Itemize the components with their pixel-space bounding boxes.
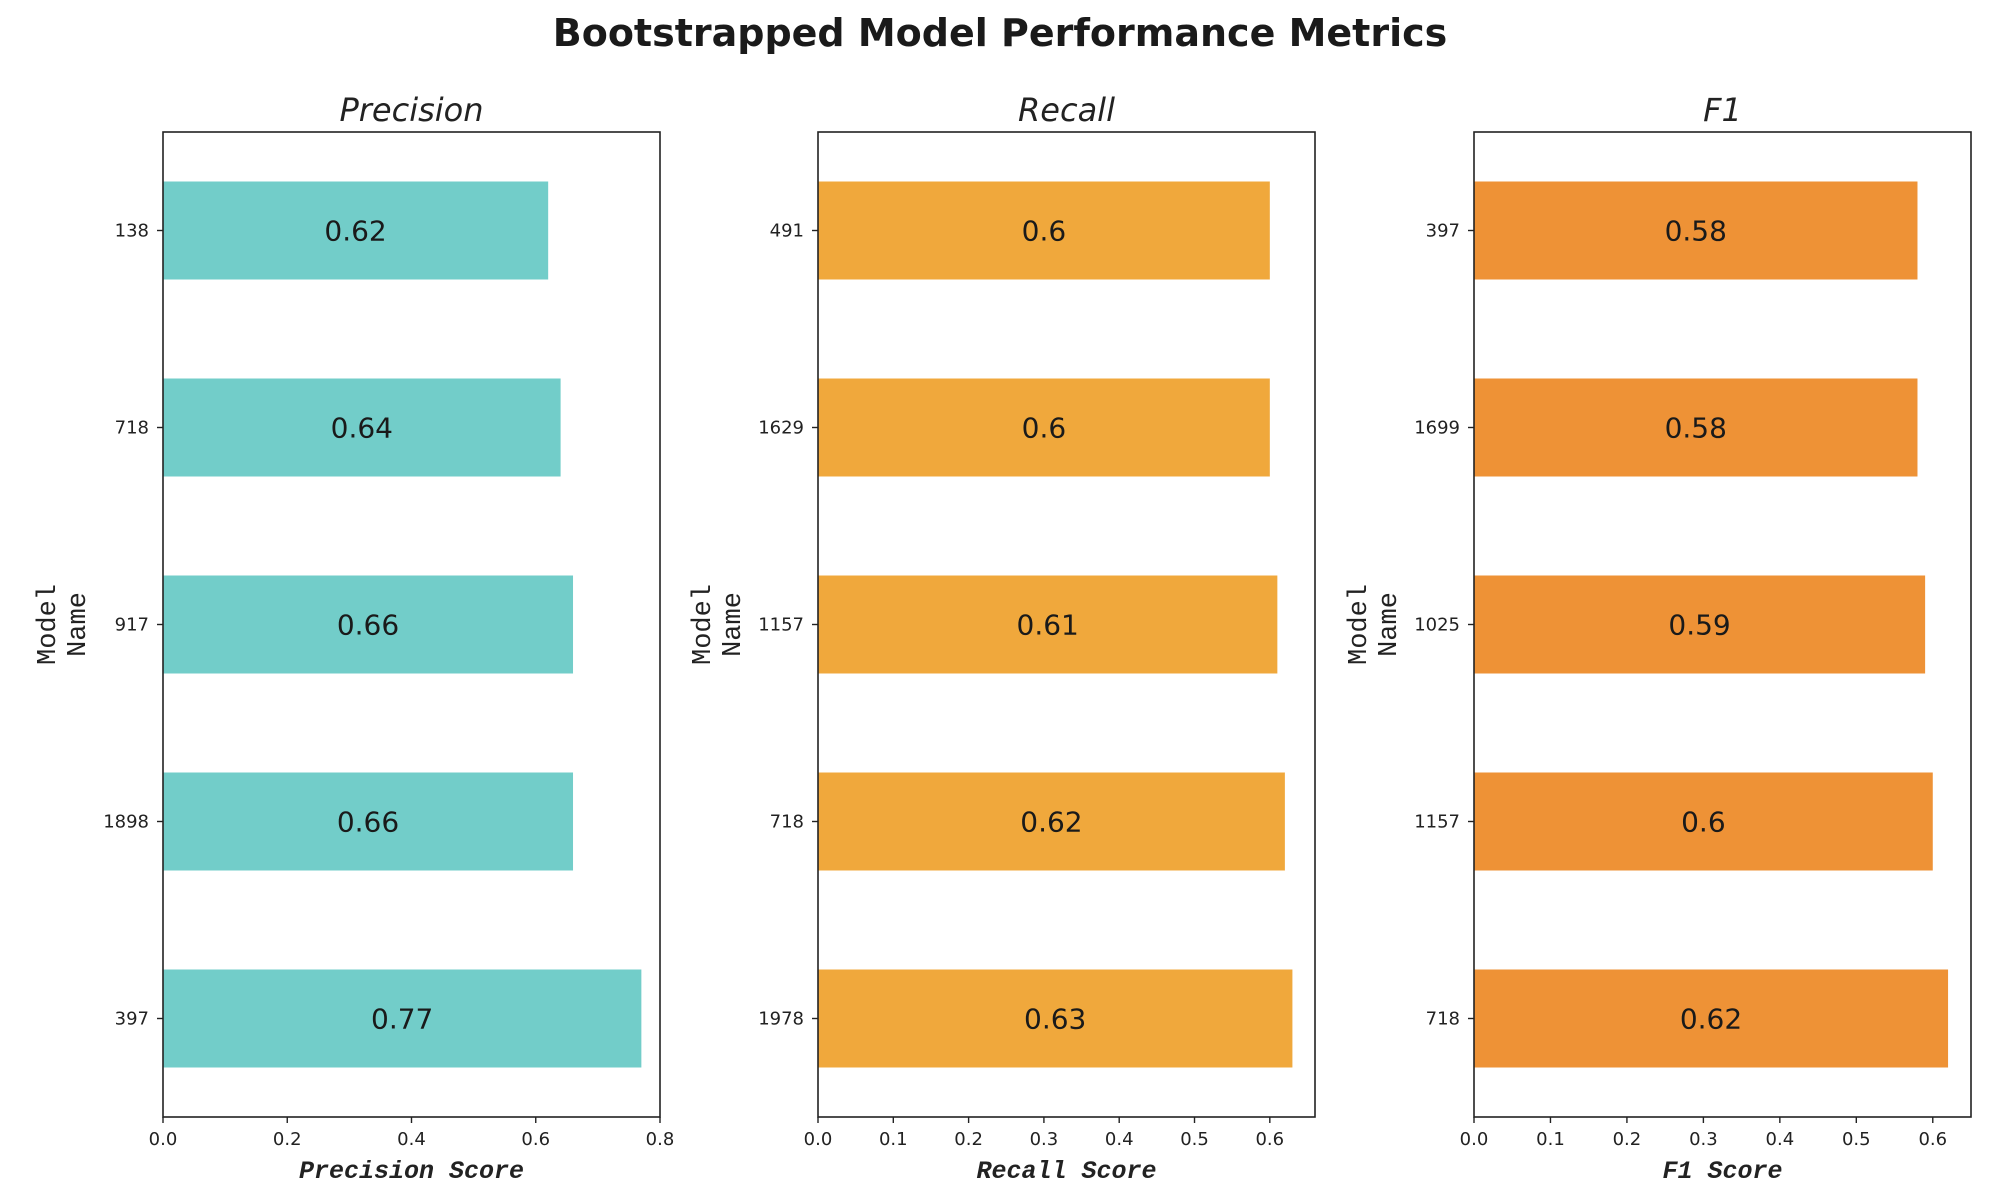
figure-title: Bootstrapped Model Performance Metrics [553,11,1447,55]
recall-bar-718 [818,772,1285,871]
recall-ytick-label: 491 [770,221,804,242]
f1-xtick-label: 0.4 [1766,1129,1795,1150]
precision-xtick-label: 0.8 [646,1129,675,1150]
f1-data-label: 0.62 [1680,1003,1742,1036]
recall-data-label: 0.62 [1020,806,1082,839]
recall-ytick-label: 1629 [758,418,804,439]
precision-bar-397 [163,969,642,1068]
f1-xtick-label: 0.1 [1536,1129,1565,1150]
f1-x-axis-label: F1 Score [1662,1157,1782,1186]
precision-bar-138 [163,181,549,280]
f1-xtick-label: 0.2 [1613,1129,1642,1150]
f1-data-label: 0.58 [1665,215,1727,248]
recall-xtick-label: 0.6 [1255,1129,1284,1150]
f1-bar-397 [1474,181,1918,280]
precision-ytick-label: 917 [115,615,149,636]
recall-xtick-label: 0.2 [954,1129,983,1150]
recall-xtick-label: 0.4 [1105,1129,1134,1150]
precision-data-label: 0.77 [371,1003,433,1036]
precision-panel: Precision 0.62 138 0.64 718 0.66 917 0.66 1898 0.… [34,91,674,1186]
f1-ytick-label: 1699 [1414,418,1460,439]
f1-xtick-label: 0.5 [1842,1129,1871,1150]
recall-panel: Recall 0.6 491 0.6 1629 0.61 1157 0.62 718 0.63 19… [689,91,1316,1186]
recall-bar-491 [818,181,1270,280]
f1-ytick-label: 397 [1426,221,1460,242]
recall-plot-frame [817,131,1316,1118]
precision-ytick-label: 1898 [103,812,149,833]
precision-xtick-label: 0.6 [521,1129,550,1150]
f1-data-label: 0.59 [1668,609,1730,642]
f1-y-axis-label: ModelName [1345,584,1405,665]
f1-ytick-label: 1025 [1414,615,1460,636]
precision-title: Precision [339,91,483,129]
precision-data-label: 0.66 [337,806,399,839]
f1-ytick-label: 1157 [1414,812,1460,833]
precision-bar-718 [163,378,561,477]
recall-xtick-label: 0.5 [1180,1129,1209,1150]
precision-data-label: 0.64 [331,412,393,445]
recall-bar-1157 [818,575,1278,674]
f1-bar-1025 [1474,575,1926,674]
f1-data-label: 0.6 [1681,806,1726,839]
recall-title: Recall [1018,91,1115,129]
f1-plot-frame [1473,131,1972,1118]
recall-y-axis-label: ModelName [689,584,749,665]
precision-bar-917 [163,575,574,674]
f1-ytick-label: 718 [1426,1009,1460,1030]
f1-bar-718 [1474,969,1949,1068]
f1-xtick-label: 0.6 [1918,1129,1947,1150]
precision-xtick-label: 0.0 [149,1129,178,1150]
f1-xtick-label: 0.3 [1689,1129,1718,1150]
f1-title: F1 [1703,91,1742,129]
precision-y-axis-label: ModelName [34,584,94,665]
recall-ytick-label: 1978 [758,1009,804,1030]
recall-data-label: 0.6 [1022,215,1067,248]
f1-panel: F1 0.58 397 0.58 1699 0.59 1025 0.6 1157 0.62 718 0… [1345,91,1972,1186]
recall-x-axis-label: Recall Score [976,1157,1156,1186]
recall-xtick-label: 0.1 [879,1129,908,1150]
precision-ytick-label: 138 [115,221,149,242]
precision-ytick-label: 718 [115,418,149,439]
recall-data-label: 0.63 [1024,1003,1086,1036]
precision-xtick-label: 0.2 [273,1129,302,1150]
recall-data-label: 0.6 [1022,412,1067,445]
recall-ytick-label: 1157 [758,615,804,636]
precision-xtick-label: 0.4 [397,1129,426,1150]
recall-data-label: 0.61 [1017,609,1079,642]
chart-panels: Precision 0.62 138 0.64 718 0.66 917 0.66 1898 0.… [34,91,1972,1186]
f1-bar-1699 [1474,378,1918,477]
recall-xtick-label: 0.3 [1030,1129,1059,1150]
precision-data-label: 0.62 [324,215,386,248]
recall-bar-1629 [818,378,1270,477]
precision-x-axis-label: Precision Score [299,1157,524,1186]
recall-bar-1978 [818,969,1293,1068]
f1-bar-1157 [1474,772,1933,871]
precision-ytick-label: 397 [115,1009,149,1030]
precision-data-label: 0.66 [337,609,399,642]
recall-ytick-label: 718 [770,812,804,833]
recall-xtick-label: 0.0 [804,1129,833,1150]
f1-data-label: 0.58 [1665,412,1727,445]
f1-xtick-label: 0.0 [1460,1129,1489,1150]
precision-bar-1898 [163,772,574,871]
